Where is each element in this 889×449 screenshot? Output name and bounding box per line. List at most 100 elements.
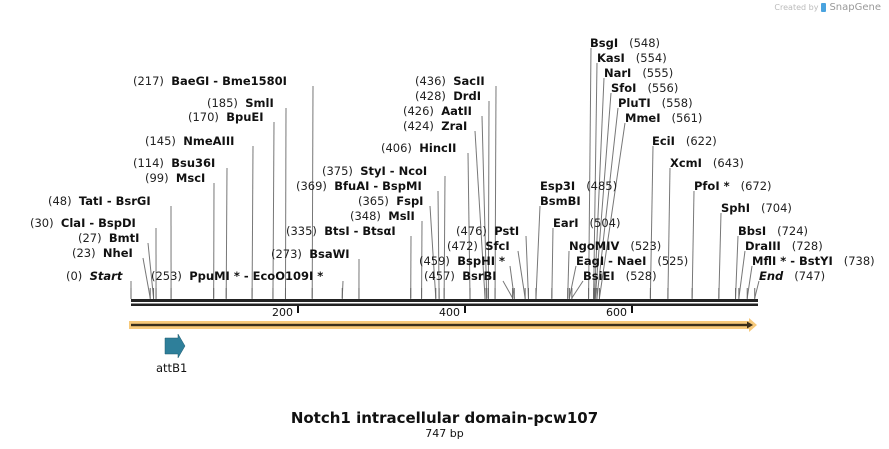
site-label-ecii[interactable]: EciI (622)	[652, 134, 717, 148]
site-position: (457)	[424, 269, 455, 283]
site-label-fspi[interactable]: (365) FspI	[358, 194, 423, 208]
site-label-esp3i[interactable]: Esp3I (485)	[540, 179, 617, 193]
site-label-mmei[interactable]: MmeI (561)	[625, 111, 702, 125]
site-label-nmeaiii[interactable]: (145) NmeAIII	[145, 134, 234, 148]
site-label-nhei[interactable]: (23) NheI	[72, 246, 133, 260]
site-label-ngomiv[interactable]: NgoMIV (523)	[569, 239, 661, 253]
site-name: PfoI *	[694, 179, 730, 193]
site-label-kasi[interactable]: KasI (554)	[597, 51, 667, 65]
leader-line	[467, 152, 471, 299]
snapgene-logo-icon	[821, 3, 827, 12]
site-position: (436)	[415, 74, 446, 88]
site-label-styi-ncoi[interactable]: (375) StyI - NcoI	[322, 164, 427, 178]
site-name: BpuEI	[226, 110, 264, 124]
site-name: MscI	[175, 171, 206, 185]
site-label-sacii[interactable]: (436) SacII	[415, 74, 485, 88]
site-label-msci[interactable]: (99) MscI	[145, 171, 205, 185]
site-name: BfuAI - BspMI	[334, 179, 422, 193]
leader-line	[735, 235, 739, 299]
site-label-ppumi-ecoo109i[interactable]: (253) PpuMI * - EcoO109I *	[151, 269, 323, 283]
site-label-baegi-bme1580i[interactable]: (217) BaeGI - Bme1580I	[133, 74, 287, 88]
site-label-bsgi[interactable]: BsgI (548)	[590, 36, 660, 50]
leader-line	[535, 205, 541, 299]
site-label-nari[interactable]: NarI (555)	[604, 66, 673, 80]
site-name: XcmI	[670, 156, 702, 170]
site-label-clai-bspdi[interactable]: (30) ClaI - BspDI	[30, 216, 136, 230]
orf-arrow[interactable]	[129, 318, 757, 332]
site-position: (504)	[589, 216, 621, 230]
site-position: (424)	[403, 119, 434, 133]
site-name: SacII	[453, 74, 485, 88]
site-position: (428)	[415, 89, 446, 103]
site-label-bsphi[interactable]: (459) BspHI *	[419, 254, 505, 268]
leader-line	[311, 85, 314, 299]
site-label-eagi-naei[interactable]: EagI - NaeI (525)	[576, 254, 688, 268]
leader-line	[443, 175, 446, 299]
site-label-sphi[interactable]: SphI (704)	[721, 201, 792, 215]
site-label-bpuei[interactable]: (170) BpuEI	[188, 110, 264, 124]
site-label-bmti[interactable]: (27) BmtI	[78, 231, 139, 245]
site-name: BsmBI	[540, 194, 581, 208]
site-label-bsawi[interactable]: (273) BsaWI	[271, 247, 350, 261]
site-name: TatI - BsrGI	[78, 194, 151, 208]
site-label-pfoi[interactable]: PfoI * (672)	[694, 179, 772, 193]
site-label-tati-bsrgi[interactable]: (48) TatI - BsrGI	[48, 194, 151, 208]
site-label-draiii[interactable]: DraIII (728)	[745, 239, 823, 253]
site-label-start[interactable]: (0) Start	[66, 269, 122, 283]
leader-line	[251, 145, 254, 299]
site-position: (643)	[712, 156, 744, 170]
leader-line	[594, 92, 612, 299]
site-label-smli[interactable]: (185) SmlI	[207, 96, 274, 110]
leader-line	[551, 227, 554, 299]
leader-line	[517, 250, 526, 299]
site-label-bsiei[interactable]: BsiEI (528)	[583, 269, 657, 283]
site-name: PpuMI * - EcoO109I *	[189, 269, 324, 283]
site-label-sfci[interactable]: (472) SfcI	[447, 239, 510, 253]
site-label-bsmbi[interactable]: BsmBI	[540, 194, 581, 208]
leader-line	[142, 257, 151, 299]
site-label-psti[interactable]: (476) PstI	[456, 224, 519, 238]
site-label-mfli-bstyi[interactable]: MflI * - BstYI (738)	[752, 254, 875, 268]
attb1-arrow-icon[interactable]	[164, 333, 186, 359]
site-label-btsi-bts-i[interactable]: (335) BtsI - BtsαI	[286, 224, 396, 238]
leader-line	[429, 205, 437, 299]
site-position: (375)	[322, 164, 353, 178]
site-label-drdi[interactable]: (428) DrdI	[415, 89, 481, 103]
site-label-pluti[interactable]: PluTI (558)	[618, 96, 693, 110]
site-name: BspHI *	[457, 254, 506, 268]
site-label-bsu36i[interactable]: (114) Bsu36I	[133, 156, 215, 170]
site-label-end[interactable]: End (747)	[759, 269, 825, 283]
site-position: (704)	[760, 201, 792, 215]
site-name: Bsu36I	[171, 156, 216, 170]
site-name: BaeGI - Bme1580I	[171, 74, 287, 88]
ruler	[297, 306, 633, 313]
orf-line	[131, 323, 750, 327]
site-name: EciI	[652, 134, 675, 148]
leader-line	[147, 242, 155, 299]
site-name: KasI	[597, 51, 625, 65]
site-position: (476)	[456, 224, 487, 238]
site-position: (273)	[271, 247, 302, 261]
site-position: (99)	[145, 171, 169, 185]
feature-attb1[interactable]	[164, 333, 186, 359]
site-position: (724)	[777, 224, 809, 238]
leader-line	[502, 280, 514, 299]
leader-line	[691, 190, 695, 299]
site-label-bsrbi[interactable]: (457) BsrBI	[424, 269, 497, 283]
site-label-msli[interactable]: (348) MslI	[350, 209, 415, 223]
site-name: ZraI	[441, 119, 468, 133]
site-label-aatii[interactable]: (426) AatII	[403, 104, 472, 118]
site-name: BsgI	[590, 36, 619, 50]
site-label-zrai[interactable]: (424) ZraI	[403, 119, 467, 133]
site-label-bbsi[interactable]: BbsI (724)	[738, 224, 808, 238]
site-label-hincii[interactable]: (406) HincII	[381, 141, 456, 155]
site-label-sfoi[interactable]: SfoI (556)	[611, 81, 678, 95]
site-label-bfuai-bspmi[interactable]: (369) BfuAI - BspMI	[296, 179, 422, 193]
sequence-length: 747 bp	[425, 427, 464, 440]
site-position: (472)	[447, 239, 478, 253]
site-label-eari[interactable]: EarI (504)	[553, 216, 620, 230]
site-position: (622)	[685, 134, 717, 148]
site-label-xcmi[interactable]: XcmI (643)	[670, 156, 744, 170]
